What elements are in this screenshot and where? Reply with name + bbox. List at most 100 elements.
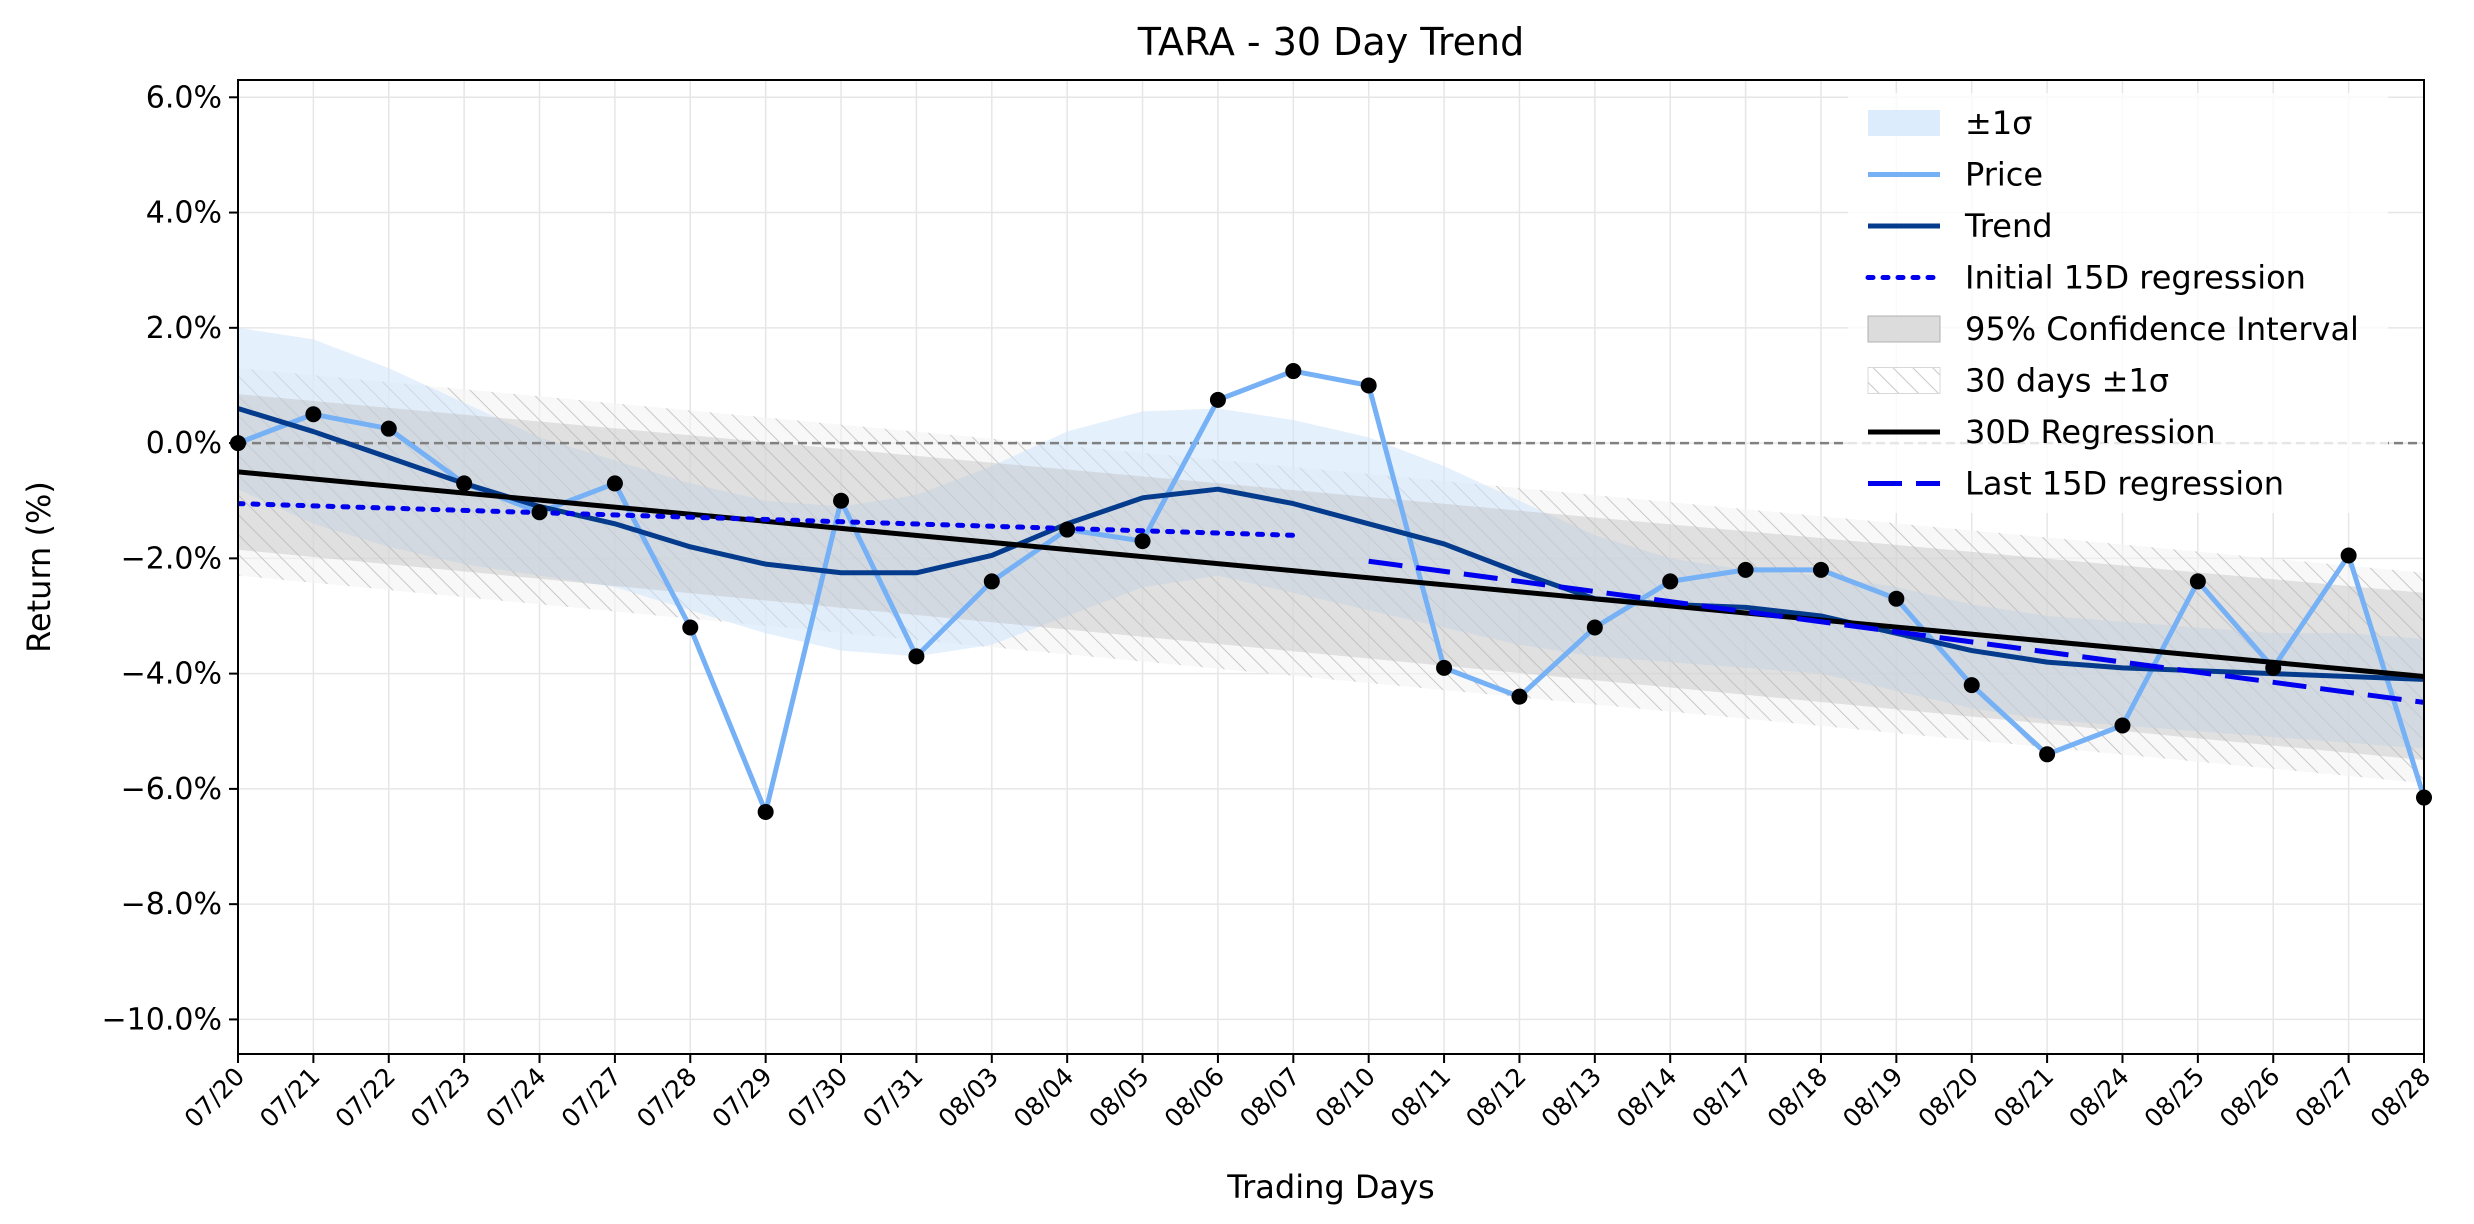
initial-15d-regression-line [238,501,1296,538]
legend-item-last15: Last 15D regression [1868,465,2284,503]
legend-label-sigma30: 30 days ±1σ [1965,362,2169,400]
legend-item-trend: Trend [1868,207,2053,245]
legend-label-init15: Initial 15D regression [1965,259,2306,297]
price-point [2189,573,2206,590]
legend-item-price: Price [1868,156,2043,194]
price-point [1662,573,1679,590]
legend-label-last15: Last 15D regression [1965,465,2284,503]
x-tick-label: 08/19 [1837,1062,1908,1133]
chart-title: TARA - 30 Day Trend [1137,20,1525,64]
y-tick-label: −10.0% [102,1002,222,1037]
legend-label-ci95: 95% Confidence Interval [1965,310,2359,348]
y-tick-label: 4.0% [146,196,222,231]
y-tick-label: −2.0% [121,541,222,576]
legend-item-sigma: ±1σ [1868,104,2032,142]
y-tick-label: −6.0% [121,772,222,807]
price-point [1737,561,1754,578]
legend-label-trend: Trend [1964,207,2053,245]
x-tick-label: 07/24 [480,1062,551,1133]
x-tick-label: 08/04 [1008,1062,1079,1133]
x-tick-label: 07/31 [857,1062,928,1133]
x-tick-label: 08/14 [1611,1062,1682,1133]
price-point [1812,561,1829,578]
x-tick-label: 07/29 [706,1062,777,1133]
price-line [238,368,2424,815]
legend-item-ci95: 95% Confidence Interval [1867,310,2359,348]
line-layer [238,368,2424,815]
trend-line [238,406,2424,682]
price-point [1888,590,1905,607]
y-tick-label: −8.0% [121,887,222,922]
x-tick-label: 08/12 [1460,1062,1531,1133]
price-point [1586,619,1603,636]
x-tick-label: 07/30 [782,1062,853,1133]
legend: ±1σ Price Trend Initial 15D regression 95% C… [1848,93,2388,513]
price-point [983,573,1000,590]
x-tick-label: 08/10 [1309,1062,1380,1133]
price-point [833,492,850,509]
price-point [2340,547,2357,564]
legend-label-sigma: ±1σ [1965,104,2032,142]
x-tick-label: 08/11 [1385,1062,1456,1133]
price-point [1436,659,1453,676]
price-point [1285,363,1302,380]
legend-item-init15: Initial 15D regression [1865,259,2306,297]
price-point [1059,521,1076,538]
x-tick-label: 08/18 [1762,1062,1833,1133]
legend-label-reg30: 30D Regression [1965,413,2216,451]
y-tick-label: −4.0% [121,657,222,692]
x-tick-label: 08/24 [2063,1062,2134,1133]
price-point [2265,659,2282,676]
last-15d-regression-line [1368,558,2424,705]
price-point [1963,677,1980,694]
x-tick-label: 08/21 [1988,1062,2059,1133]
legend-item-reg30: 30D Regression [1868,413,2216,451]
x-tick-label: 07/28 [631,1062,702,1133]
price-point [1134,533,1151,550]
price-point [908,648,925,665]
x-tick-label: 08/26 [2214,1062,2285,1133]
x-tick-label: 08/06 [1159,1062,1230,1133]
price-point [531,504,548,521]
x-tick-label: 08/28 [2365,1062,2436,1133]
price-point [1209,391,1226,408]
price-point [757,803,774,820]
plot-frame [237,79,2425,1055]
price-point [2039,746,2056,763]
sigma-band [238,327,2424,749]
y-tick-label: 2.0% [146,311,222,346]
x-tick-label: 07/23 [405,1062,476,1133]
x-tick-label: 08/20 [1913,1062,1984,1133]
legend-swatch-sigma30 [1867,367,1941,394]
y-axis-label: Return (%) [20,481,58,653]
legend-swatch-ci95 [1867,315,1941,343]
price-point [1360,377,1377,394]
x-tick-label: 08/05 [1083,1062,1154,1133]
legend-frame [1848,93,2388,513]
x-tick-label: 07/27 [556,1062,627,1133]
y-tick-label: 6.0% [146,80,222,115]
regression-30d-line [238,469,2424,679]
price-point [1511,688,1528,705]
x-tick-label: 08/25 [2139,1062,2210,1133]
x-tick-label: 08/17 [1686,1062,1757,1133]
x-tick-label: 08/13 [1536,1062,1607,1133]
x-tick-label: 08/07 [1234,1062,1305,1133]
x-tick-label: 08/27 [2289,1062,2360,1133]
x-tick-label: 08/03 [933,1062,1004,1133]
legend-label-price: Price [1965,156,2043,194]
confidence-interval-band [238,394,2424,761]
x-tick-label: 07/20 [179,1062,250,1133]
x-axis-label: Trading Days [1226,1168,1434,1206]
price-point [380,420,397,437]
price-point [682,619,699,636]
price-point [456,475,473,492]
legend-swatch-sigma [1868,110,1940,136]
y-tick-label: 0.0% [146,426,222,461]
price-point [2114,717,2131,734]
marker-layer [230,363,2432,820]
x-tick-label: 07/21 [254,1062,325,1133]
x-tick-label: 07/22 [330,1062,401,1133]
